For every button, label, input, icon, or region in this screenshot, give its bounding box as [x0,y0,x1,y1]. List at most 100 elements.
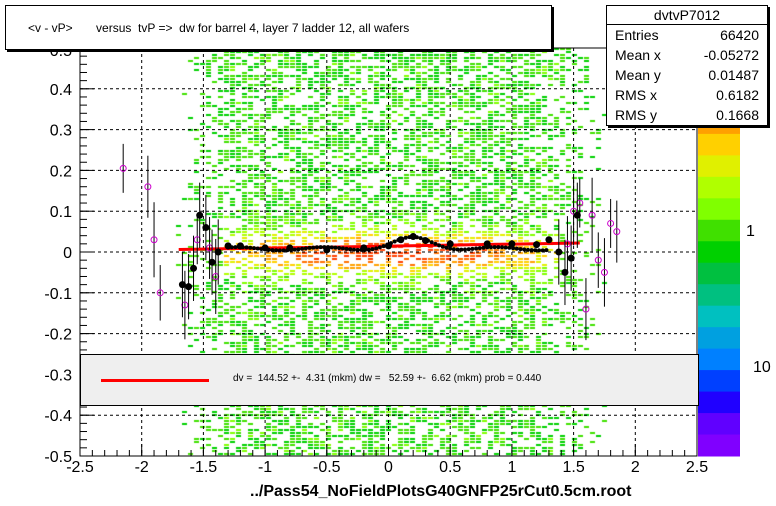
x-tick-label: 2 [631,459,640,476]
colorbar-segment [698,198,740,221]
profile-point [463,247,468,252]
stats-label: Entries [615,27,659,43]
profile-open-point [588,211,596,219]
stats-label: RMS x [615,87,657,103]
profile-point [470,246,475,251]
profile-point [266,247,271,252]
profile-point [444,245,449,250]
profile-point [407,235,412,240]
profile-point [485,245,490,250]
profile-point [351,247,356,252]
x-tick-label: 1.5 [562,459,584,476]
profile-point [540,248,545,253]
profile-point [511,246,516,251]
x-tick-label: -1.5 [190,459,218,476]
colorbar-label: 10 [753,359,771,376]
fit-legend-line [101,379,209,382]
profile-point [474,246,479,251]
profile-point [422,237,427,242]
profile-point [363,247,368,252]
y-tick-label: 0 [63,245,72,262]
profile-point [300,246,305,251]
profile-point [396,238,401,243]
profile-point [392,239,397,244]
profile-point [529,248,534,253]
profile-point [451,247,456,252]
profile-point [446,240,454,248]
profile-point [507,245,512,250]
profile-open-point [150,236,158,244]
profile-point [573,211,581,219]
profile-point [311,245,316,250]
profile-point [359,247,364,252]
profile-point [381,244,386,249]
profile-point [226,245,231,250]
profile-point [240,245,245,250]
profile-point [488,245,493,250]
profile-point [322,245,327,250]
profile-point [355,247,360,252]
profile-open-point [144,183,152,191]
profile-point [555,248,563,256]
profile-point [326,245,331,250]
profile-point [329,245,334,250]
stats-box: dvtvP7012 Entries 66420 Mean x -0.05272 … [606,5,768,126]
stats-title: dvtvP7012 [607,6,767,25]
profile-point [500,245,505,250]
profile-open-point [206,244,214,252]
profile-open-point [607,219,615,227]
stats-label: Mean x [615,47,661,63]
x-tick-label: -1 [258,459,272,476]
x-tick-label: 0 [384,459,393,476]
profile-point [477,246,482,251]
profile-point [411,234,416,239]
x-tick-label: -2.5 [66,459,94,476]
stats-label: Mean y [615,67,661,83]
profile-point [340,246,345,251]
profile-point [459,247,464,252]
colorbar-segment [698,133,740,156]
profile-point [289,247,294,252]
y-tick-label: 0.3 [50,123,72,140]
profile-point [237,245,242,250]
profile-point [303,246,308,251]
profile-open-point [156,289,164,297]
profile-point [202,224,210,232]
profile-point [437,243,442,248]
profile-point [561,268,569,276]
profile-point [337,246,342,251]
fit-legend-box: dv = 144.52 +- 4.31 (mkm) dw = 52.59 +- … [80,354,699,406]
profile-open-point [193,236,201,244]
stats-value: 66420 [720,27,759,43]
y-tick-label: -0.5 [44,449,72,466]
y-tick-label: -0.3 [44,367,72,384]
profile-point [185,283,193,291]
profile-open-point [576,199,584,207]
profile-point [483,240,491,248]
colorbar-segment [698,327,740,350]
colorbar-segment [698,241,740,264]
profile-point [508,240,516,248]
stats-value: 0.01487 [708,67,759,83]
profile-point [333,245,338,250]
profile-point [344,246,349,251]
colorbar-segment [698,370,740,393]
colorbar-segment [698,305,740,328]
profile-point [429,240,434,245]
profile-point [314,245,319,250]
stats-row: Mean y 0.01487 [607,65,767,85]
profile-point [518,247,523,252]
plot-title-box: <v - vP> versus tvP => dw for barrel 4, … [5,5,552,50]
profile-point [274,248,279,253]
stats-label: RMS y [615,107,657,123]
profile-point [448,246,453,251]
profile-point [318,245,323,250]
stats-value: 0.1668 [716,107,759,123]
profile-point [277,248,282,253]
profile-point [544,248,549,253]
profile-point [296,247,301,252]
x-tick-label: -0.5 [313,459,341,476]
y-tick-label: 0.4 [50,82,72,99]
profile-point [388,241,393,246]
profile-point [214,248,222,256]
